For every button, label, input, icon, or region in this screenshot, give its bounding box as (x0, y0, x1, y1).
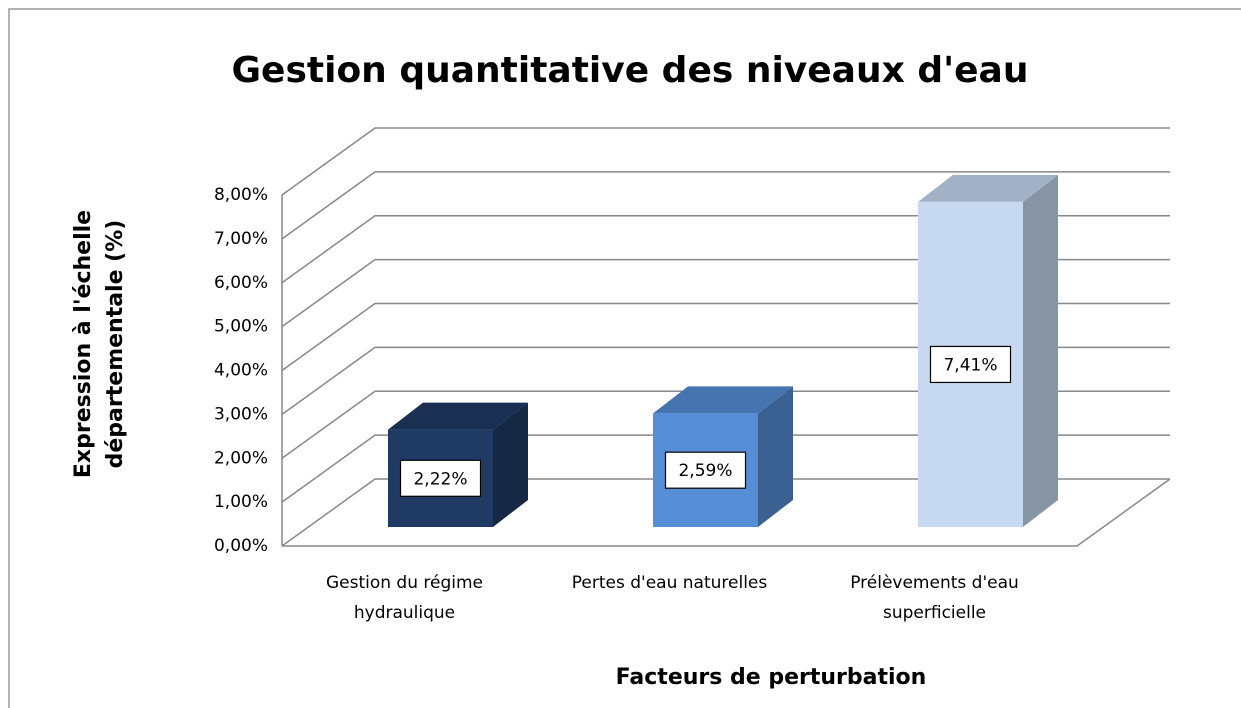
chart-title: Gestion quantitative des niveaux d'eau (232, 50, 1029, 91)
bar-top (918, 174, 1058, 202)
grid-line (281, 346, 1170, 415)
grid-line (281, 258, 1170, 328)
data-label: 2,59% (678, 461, 732, 481)
bar-side (493, 402, 528, 527)
data-label-box (929, 345, 1012, 384)
y-tick-label: 8,00% (214, 185, 268, 205)
x-axis-title: Facteurs de perturbation (616, 665, 927, 690)
grid-line (281, 302, 1170, 372)
data-label: 7,41% (943, 355, 997, 375)
x-tick-label: Pertes d'eau naturelles (571, 573, 768, 593)
data-label-box (664, 451, 747, 489)
y-tick-label: 3,00% (214, 404, 268, 424)
bar-side (1023, 174, 1058, 528)
bar-top (388, 402, 528, 430)
y-tick-label: 2,00% (214, 448, 268, 468)
bar-side (758, 386, 793, 527)
grid-line (281, 171, 1170, 240)
y-tick-label: 6,00% (214, 273, 268, 293)
bar-top (653, 386, 793, 414)
y-axis-title: Expression à l'échelle départementale (%… (71, 209, 128, 479)
x-tick-label: Gestion du régime hydraulique (325, 573, 484, 623)
chart-border (8, 8, 1241, 708)
grid-line (281, 127, 1170, 196)
data-label: 2,22% (413, 469, 467, 489)
grid-line (281, 478, 1170, 547)
y-tick-label: 1,00% (214, 492, 268, 512)
y-tick-label: 0,00% (214, 536, 268, 556)
grid-line (281, 390, 1170, 459)
data-label-box (399, 459, 482, 497)
grid-line (281, 215, 1170, 284)
y-tick-label: 4,00% (214, 361, 268, 381)
y-tick-label: 5,00% (214, 317, 268, 337)
grid-line (281, 434, 1170, 503)
floor (282, 478, 1171, 547)
y-tick-label: 7,00% (214, 229, 268, 249)
x-tick-label: Prélèvements d'eau superficielle (850, 573, 1019, 623)
